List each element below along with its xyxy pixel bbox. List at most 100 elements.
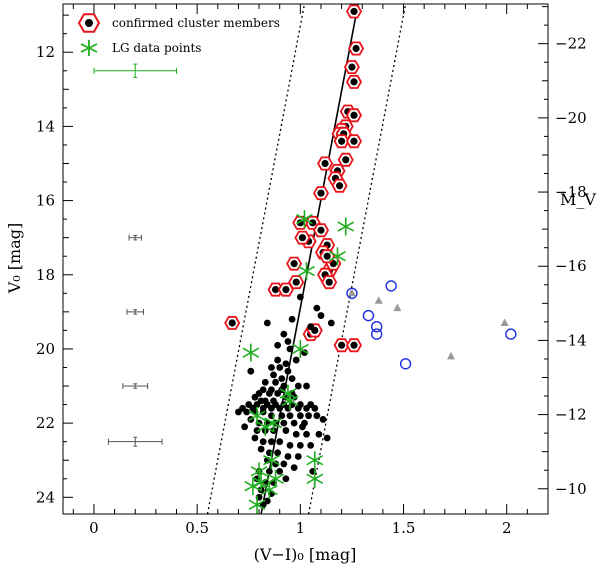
cluster-member-point [224, 315, 241, 330]
lg-point [329, 247, 346, 266]
blue-circle-point [505, 328, 517, 340]
black-point [286, 345, 294, 353]
black-point [311, 404, 319, 412]
cluster-member-point [317, 156, 334, 171]
black-point [282, 360, 290, 368]
legend-cluster-marker [77, 13, 101, 33]
black-point [317, 312, 325, 319]
cluster-dot [282, 286, 290, 294]
black-point [276, 438, 284, 446]
y2-tick-label: −18 [555, 183, 587, 201]
x-tick-label: 1.5 [392, 519, 416, 537]
lg-point [248, 406, 266, 425]
black-point [235, 408, 242, 416]
lg-stroke [296, 213, 313, 225]
error-bar [93, 63, 178, 78]
y2-tick-label: −16 [555, 257, 587, 275]
cluster-dot [228, 319, 236, 327]
cluster-dot [309, 219, 317, 227]
cluster-member-point [337, 152, 354, 167]
black-point [276, 467, 284, 475]
lg-point [256, 417, 274, 436]
black-point [299, 423, 306, 431]
black-point [303, 404, 310, 412]
cluster-dot [335, 182, 344, 190]
black-point [251, 393, 259, 401]
cluster-member-point [267, 282, 284, 297]
y-tick-label: 24 [36, 488, 55, 506]
black-point [284, 453, 292, 460]
lg-point [306, 451, 324, 470]
lg-stroke [291, 343, 309, 355]
lg-point [263, 451, 280, 470]
lg-stroke [265, 417, 282, 429]
black-point [280, 419, 288, 427]
y-tick-label: 20 [36, 340, 55, 358]
lg-point [244, 477, 262, 496]
cluster-member-point [345, 134, 363, 149]
y-axis-title: V₀ [mag] [5, 223, 24, 295]
black-point [296, 412, 304, 420]
cluster-member-point [294, 230, 311, 245]
x-tick-label: 2 [502, 519, 512, 537]
error-bar [107, 436, 163, 447]
black-point [294, 382, 302, 390]
lg-stroke [252, 477, 270, 488]
x-tick-label: 0 [89, 519, 99, 537]
black-point [290, 419, 298, 427]
lg-point [265, 414, 282, 433]
black-point [274, 449, 282, 457]
y2-tick-label: −20 [555, 109, 587, 127]
black-point [241, 423, 249, 431]
cluster-dot [342, 156, 350, 164]
cluster-member-point [319, 249, 336, 264]
lg-stroke [306, 455, 324, 466]
y2-tick-label: −12 [555, 406, 587, 424]
black-point [315, 430, 323, 438]
black-point [280, 330, 288, 338]
black-point [294, 404, 302, 412]
cluster-member-point [286, 256, 303, 271]
black-point [290, 464, 298, 472]
fiducial-line [260, 4, 359, 514]
envelope-left-line [206, 4, 306, 514]
black-point [303, 382, 310, 390]
cluster-member-point [345, 74, 363, 89]
black-point [296, 293, 304, 301]
plot-frame [62, 3, 549, 515]
black-point [327, 319, 335, 327]
blue-circle-point [371, 328, 383, 340]
lg-point [337, 217, 355, 236]
y2-axis-label: M_V [560, 190, 596, 209]
black-point [288, 375, 296, 383]
cluster-dot [321, 159, 329, 168]
lg-point [242, 343, 260, 362]
black-point [307, 441, 315, 449]
black-point [323, 434, 331, 442]
cluster-dot [350, 111, 358, 119]
black-point [253, 427, 261, 434]
cluster-member-point [333, 134, 350, 149]
black-point [274, 341, 282, 349]
cluster-dot [338, 341, 346, 349]
legend: confirmed cluster members LG data points [77, 13, 280, 56]
blue-circle-point [362, 309, 375, 322]
black-point [296, 441, 304, 449]
cluster-member-point [331, 178, 348, 193]
black-point [286, 412, 294, 420]
lg-point [252, 473, 270, 492]
cluster-dot [298, 234, 307, 242]
lg-stroke [250, 466, 268, 477]
cluster-dot [271, 286, 280, 294]
legend-lg-label: LG data points [112, 41, 201, 55]
cluster-member-point [348, 41, 365, 56]
cluster-member-point [321, 275, 338, 290]
black-point [292, 430, 300, 438]
lg-stroke [256, 421, 274, 433]
black-point [265, 390, 273, 397]
black-point [313, 304, 321, 312]
y2-tick-label: −14 [555, 331, 587, 349]
x-tick-label: 0.5 [185, 519, 209, 537]
cluster-member-point [345, 338, 363, 353]
black-point [288, 315, 296, 323]
